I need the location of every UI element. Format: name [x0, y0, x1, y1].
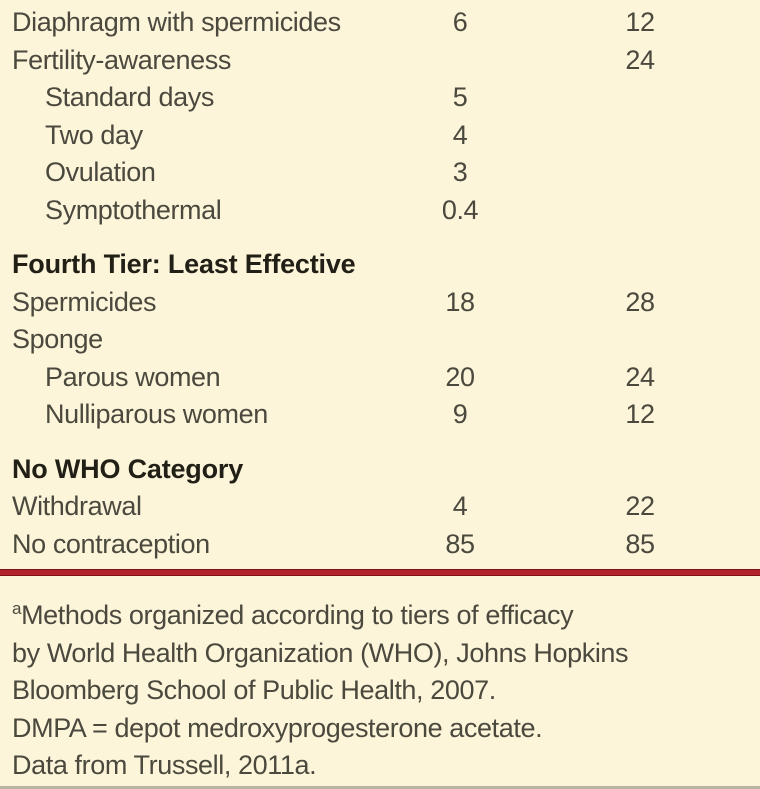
footnote-line: DMPA = depot medroxyprogesterone acetate… [0, 710, 760, 748]
footnote-line: by World Health Organization (WHO), John… [0, 635, 760, 673]
row-value-col1: 4 [452, 119, 468, 150]
footnote-line-text: DMPA = depot medroxyprogesterone acetate… [12, 712, 543, 743]
table-row: Spermicides 18 28 [0, 284, 760, 322]
footnote: aMethods organized according to tiers of… [0, 597, 760, 785]
table-row: Withdrawal 4 22 [0, 488, 760, 526]
row-value-col1: 18 [445, 286, 475, 317]
table-row: Sponge [0, 321, 760, 359]
row-label: No contraception [12, 528, 210, 559]
row-label: Nulliparous women [45, 399, 268, 430]
row-value-col2: 12 [625, 7, 655, 38]
footnote-line-text: Bloomberg School of Public Health, 2007. [12, 675, 496, 705]
row-value-col2: 85 [625, 528, 655, 559]
row-label: Parous women [45, 361, 221, 392]
table-row: Symptothermal 0.4 [0, 192, 760, 230]
row-label: Diaphragm with spermicides [12, 7, 341, 38]
table-row: Fourth Tier: Least Effective [0, 246, 760, 284]
table-row: Nulliparous women 9 12 [0, 396, 760, 434]
row-label: Two day [45, 119, 143, 150]
row-label: Sponge [12, 324, 103, 355]
row-value-col1: 5 [452, 82, 468, 113]
table-row: No WHO Category [0, 451, 760, 489]
row-value-col1: 3 [452, 157, 468, 188]
footnote-line-text: by World Health Organization (WHO), John… [12, 637, 629, 668]
row-value-col1: 9 [452, 399, 468, 430]
row-value-col1: 0.4 [441, 194, 479, 225]
table-row: Ovulation 3 [0, 154, 760, 192]
row-value-col2: 22 [625, 491, 655, 522]
row-label: Withdrawal [12, 491, 142, 522]
table-row: Diaphragm with spermicides 6 12 [0, 4, 760, 42]
row-value-col2: 28 [625, 286, 655, 317]
row-value-col2: 12 [625, 399, 655, 430]
efficacy-table: Diaphragm with spermicides 6 12 Fertilit… [0, 4, 760, 563]
row-value-col1: 85 [445, 528, 475, 559]
table-row: Fertility-awareness 24 [0, 42, 760, 80]
row-value-col1: 4 [452, 491, 468, 522]
row-value-col2: 24 [625, 361, 655, 392]
table-row: Parous women 20 24 [0, 359, 760, 397]
footnote-line: Bloomberg School of Public Health, 2007. [0, 672, 760, 710]
footnote-line: Data from Trussell, 2011a. [0, 747, 760, 785]
row-label: Spermicides [12, 286, 157, 317]
table-row: No contraception 85 85 [0, 526, 760, 564]
row-value-col2: 24 [625, 44, 655, 75]
footnote-line: aMethods organized according to tiers of… [0, 597, 760, 635]
table-row: Standard days 5 [0, 79, 760, 117]
footnote-superscript-marker: a [12, 599, 22, 618]
row-value-col1: 20 [445, 361, 475, 392]
red-divider-rule [0, 569, 760, 576]
row-label: Fertility-awareness [12, 44, 231, 75]
row-value-col1: 6 [452, 7, 468, 38]
row-label: Ovulation [45, 157, 156, 188]
footnote-line-text: Data from Trussell, 2011a. [12, 750, 317, 780]
footnote-line-text: Methods organized according to tiers of … [21, 600, 574, 630]
row-label: No WHO Category [12, 453, 244, 484]
row-label: Standard days [45, 82, 214, 113]
row-label: Symptothermal [45, 194, 222, 225]
table-row: Two day 4 [0, 117, 760, 155]
row-label: Fourth Tier: Least Effective [12, 249, 356, 280]
